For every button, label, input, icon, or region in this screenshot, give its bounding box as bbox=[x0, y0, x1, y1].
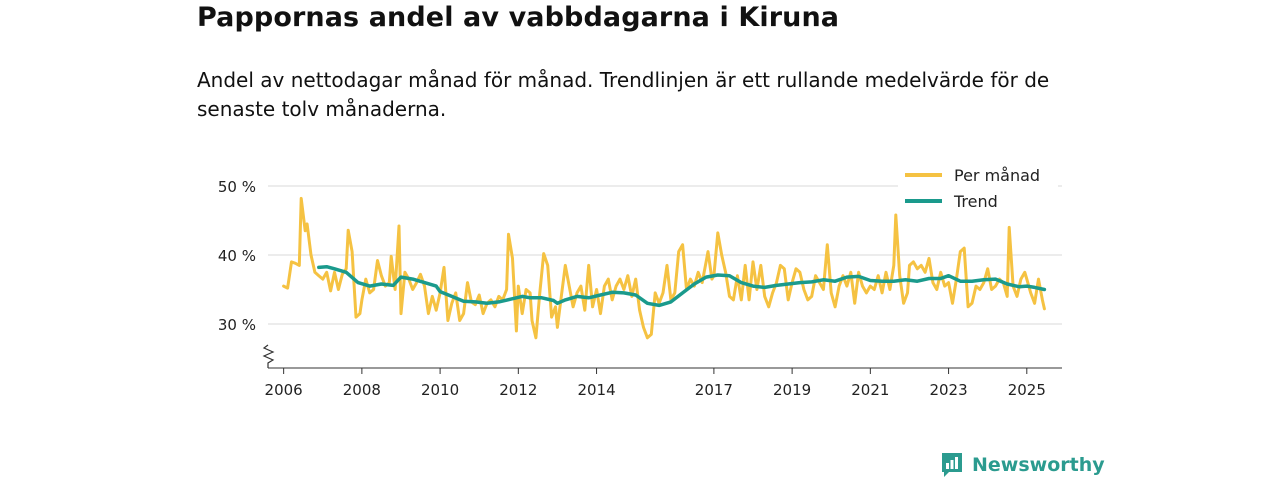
x-tick-label: 2006 bbox=[265, 381, 303, 399]
x-tick-label: 2019 bbox=[773, 381, 811, 399]
x-tick-label: 2023 bbox=[929, 381, 967, 399]
legend-label-per-manad: Per månad bbox=[954, 166, 1040, 185]
x-tick-label: 2017 bbox=[695, 381, 733, 399]
x-axis: 2006 2008 2010 2012 2014 2017 2019 2021 2023 2025 bbox=[262, 344, 1062, 399]
legend-label-trend: Trend bbox=[953, 192, 998, 211]
y-tick-label: 50 % bbox=[218, 178, 256, 196]
brand-name: Newsworthy bbox=[972, 454, 1105, 476]
x-tick-label: 2021 bbox=[851, 381, 889, 399]
series-line-per-manad bbox=[282, 196, 1046, 340]
chart-title: Pappornas andel av vabbdagarna i Kiruna bbox=[197, 2, 840, 33]
chart-subtitle: Andel av nettodagar månad för månad. Tre… bbox=[197, 68, 1050, 121]
x-tick-label: 2014 bbox=[577, 381, 615, 399]
y-axis: 30 % 40 % 50 % bbox=[218, 178, 256, 334]
axis-break-icon bbox=[262, 344, 275, 368]
y-tick-label: 30 % bbox=[218, 316, 256, 334]
newsworthy-logo-icon bbox=[942, 453, 962, 477]
legend-background bbox=[898, 162, 1058, 216]
legend: Per månad Trend bbox=[898, 162, 1058, 216]
series-line-trend bbox=[317, 264, 1047, 308]
brand-logo[interactable]: Newsworthy bbox=[940, 451, 1105, 479]
x-tick-label: 2010 bbox=[421, 381, 459, 399]
series-lines bbox=[282, 196, 1047, 340]
x-tick-label: 2008 bbox=[343, 381, 381, 399]
x-tick-label: 2012 bbox=[499, 381, 537, 399]
x-tick-label: 2025 bbox=[1008, 381, 1046, 399]
y-tick-label: 40 % bbox=[218, 247, 256, 265]
